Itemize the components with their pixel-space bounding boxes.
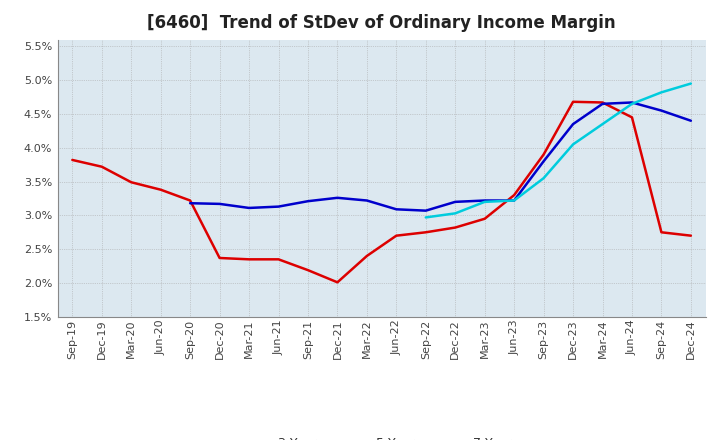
3 Years [215, 255, 224, 260]
3 Years [97, 164, 106, 169]
7 Years [421, 215, 430, 220]
3 Years [569, 99, 577, 104]
Line: 3 Years: 3 Years [72, 102, 691, 282]
5 Years [539, 159, 548, 164]
3 Years [421, 230, 430, 235]
3 Years [363, 253, 372, 259]
5 Years [245, 205, 253, 211]
7 Years [628, 101, 636, 106]
3 Years [687, 233, 696, 238]
5 Years [304, 198, 312, 204]
3 Years [304, 268, 312, 273]
3 Years [598, 100, 607, 105]
3 Years [451, 225, 459, 230]
Title: [6460]  Trend of StDev of Ordinary Income Margin: [6460] Trend of StDev of Ordinary Income… [148, 15, 616, 33]
3 Years [657, 230, 666, 235]
5 Years [421, 208, 430, 213]
3 Years [245, 257, 253, 262]
3 Years [156, 187, 165, 192]
5 Years [451, 199, 459, 205]
5 Years [598, 101, 607, 106]
3 Years [127, 180, 135, 185]
3 Years [68, 158, 76, 163]
3 Years [392, 233, 400, 238]
5 Years [657, 108, 666, 113]
5 Years [333, 195, 342, 201]
5 Years [363, 198, 372, 203]
3 Years [510, 192, 518, 198]
3 Years [274, 257, 283, 262]
7 Years [598, 121, 607, 127]
3 Years [480, 216, 489, 221]
3 Years [333, 280, 342, 285]
7 Years [657, 90, 666, 95]
7 Years [687, 81, 696, 86]
7 Years [569, 142, 577, 147]
Legend: 3 Years, 5 Years, 7 Years: 3 Years, 5 Years, 7 Years [240, 432, 523, 440]
5 Years [628, 100, 636, 105]
5 Years [569, 121, 577, 127]
5 Years [392, 207, 400, 212]
7 Years [480, 199, 489, 205]
5 Years [186, 201, 194, 206]
Line: 5 Years: 5 Years [190, 103, 691, 211]
5 Years [274, 204, 283, 209]
7 Years [451, 211, 459, 216]
7 Years [510, 198, 518, 203]
5 Years [510, 198, 518, 203]
5 Years [215, 201, 224, 206]
5 Years [480, 198, 489, 203]
7 Years [539, 176, 548, 181]
Line: 7 Years: 7 Years [426, 84, 691, 217]
3 Years [539, 152, 548, 157]
5 Years [687, 118, 696, 123]
3 Years [628, 115, 636, 120]
3 Years [186, 198, 194, 203]
